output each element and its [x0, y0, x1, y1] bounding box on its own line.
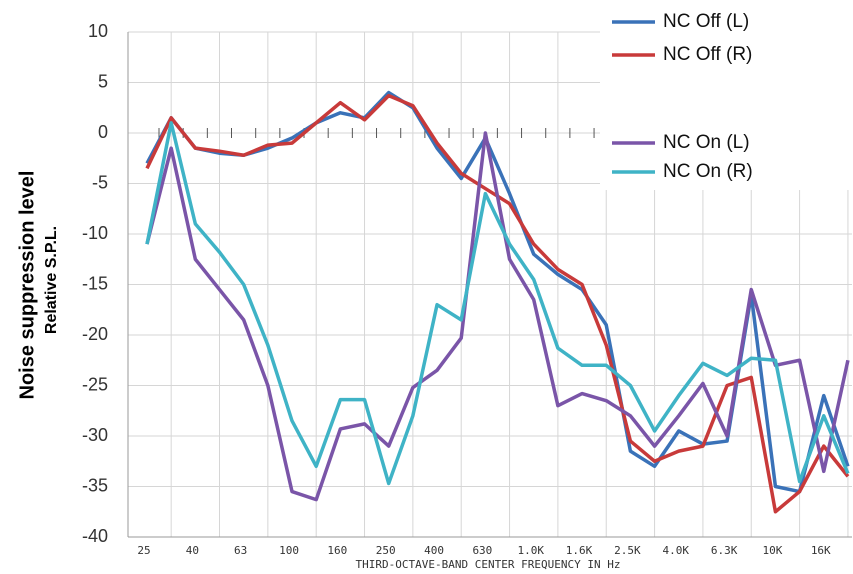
y-tick-label: -15	[82, 273, 108, 293]
x-tick-label: 1.6K	[566, 544, 593, 557]
y-tick-label: 5	[98, 71, 108, 91]
x-tick-label: 6.3K	[711, 544, 738, 557]
legend-label: NC On (L)	[663, 132, 750, 153]
y-tick-label: -40	[82, 526, 108, 546]
y-tick-label: 0	[98, 122, 108, 142]
y-axis-title: Noise suppression level	[16, 171, 38, 400]
x-tick-label: 16K	[811, 544, 831, 557]
y-tick-label: -25	[82, 374, 108, 394]
legend-label: NC Off (R)	[663, 44, 752, 65]
y-tick-label: -30	[82, 425, 108, 445]
y-tick-label: -10	[82, 223, 108, 243]
y-tick-label: -35	[82, 475, 108, 495]
x-tick-label: 100	[279, 544, 299, 557]
x-tick-label: 160	[327, 544, 347, 557]
x-tick-label: 1.0K	[517, 544, 544, 557]
x-tick-label: 63	[234, 544, 247, 557]
x-tick-label: 400	[424, 544, 444, 557]
x-tick-label: 25	[137, 544, 150, 557]
x-tick-label: 630	[472, 544, 492, 557]
x-tick-label: 250	[376, 544, 396, 557]
x-tick-label: 2.5K	[614, 544, 641, 557]
legend-box	[600, 0, 853, 190]
x-axis-title: THIRD-OCTAVE-BAND CENTER FREQUENCY IN Hz	[356, 558, 621, 571]
y-tick-label: -20	[82, 324, 108, 344]
series-line	[145, 121, 850, 486]
x-tick-label: 10K	[762, 544, 782, 557]
legend-label: NC Off (L)	[663, 11, 749, 32]
y-tick-label: -5	[92, 172, 108, 192]
y-tick-label: 10	[88, 21, 108, 41]
x-tick-label: 40	[186, 544, 199, 557]
series-line	[145, 131, 850, 502]
x-tick-label: 4.0K	[662, 544, 689, 557]
y-axis-subtitle: Relative S.P.L.	[43, 226, 60, 334]
legend-label: NC On (R)	[663, 161, 753, 182]
